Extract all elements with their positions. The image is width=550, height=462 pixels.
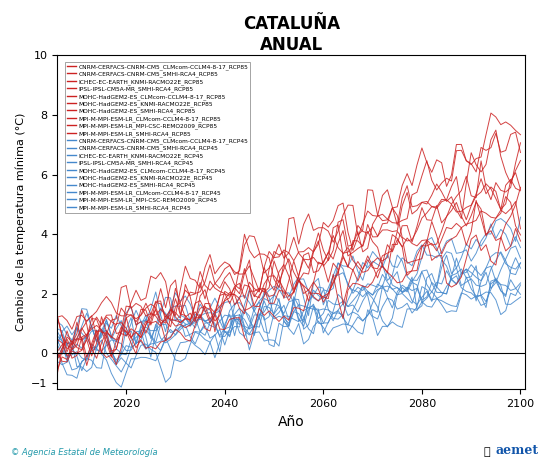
Text: 🌤: 🌤 (484, 447, 491, 457)
Legend: CNRM-CERFACS-CNRM-CM5_CLMcom-CCLM4-8-17_RCP85, CNRM-CERFACS-CNRM-CM5_SMHI-RCA4_R: CNRM-CERFACS-CNRM-CM5_CLMcom-CCLM4-8-17_… (65, 61, 250, 213)
Text: © Agencia Estatal de Meteorología: © Agencia Estatal de Meteorología (11, 449, 158, 457)
Y-axis label: Cambio de la temperatura mínima (°C): Cambio de la temperatura mínima (°C) (15, 113, 25, 332)
Text: aemet: aemet (496, 444, 539, 457)
X-axis label: Año: Año (278, 414, 305, 429)
Title: CATALUÑA
ANUAL: CATALUÑA ANUAL (243, 15, 340, 54)
